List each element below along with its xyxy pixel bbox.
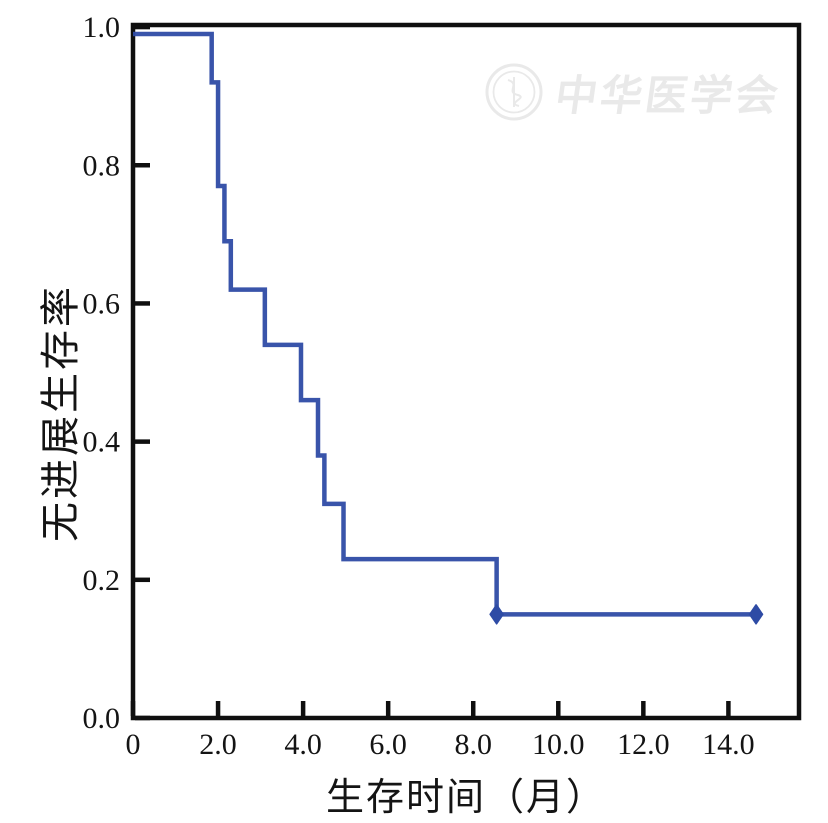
y-tick-label: 0.2	[83, 564, 121, 597]
x-tick-label: 6.0	[369, 728, 407, 761]
cma-emblem-inner-ring	[492, 70, 536, 114]
x-tick-label: 8.0	[454, 728, 492, 761]
y-tick-label: 0.6	[83, 287, 121, 320]
y-tick-label: 1.0	[83, 11, 121, 44]
cma-emblem-snake-staff-icon	[507, 77, 522, 107]
cma-emblem-icon	[485, 63, 543, 121]
y-tick-label: 0.8	[83, 149, 121, 182]
y-axis-title: 无进展生存率	[38, 284, 83, 542]
x-tick-label: 2.0	[199, 728, 237, 761]
y-tick-label: 0.0	[83, 702, 121, 735]
x-tick-label: 0	[126, 728, 141, 761]
x-axis-title: 生存时间（月）	[325, 777, 606, 819]
x-tick-label: 14.0	[702, 728, 755, 761]
watermark-text: 中华医学会	[552, 74, 784, 120]
x-tick-label: 10.0	[532, 728, 585, 761]
censor-mark-icon	[489, 604, 504, 625]
censor-mark-icon	[748, 604, 764, 625]
y-tick-label: 0.4	[83, 426, 121, 459]
x-tick-label: 4.0	[284, 728, 322, 761]
survival-step-curve	[133, 31, 757, 617]
plot-border	[130, 22, 802, 721]
x-tick-label: 12.0	[617, 728, 670, 761]
